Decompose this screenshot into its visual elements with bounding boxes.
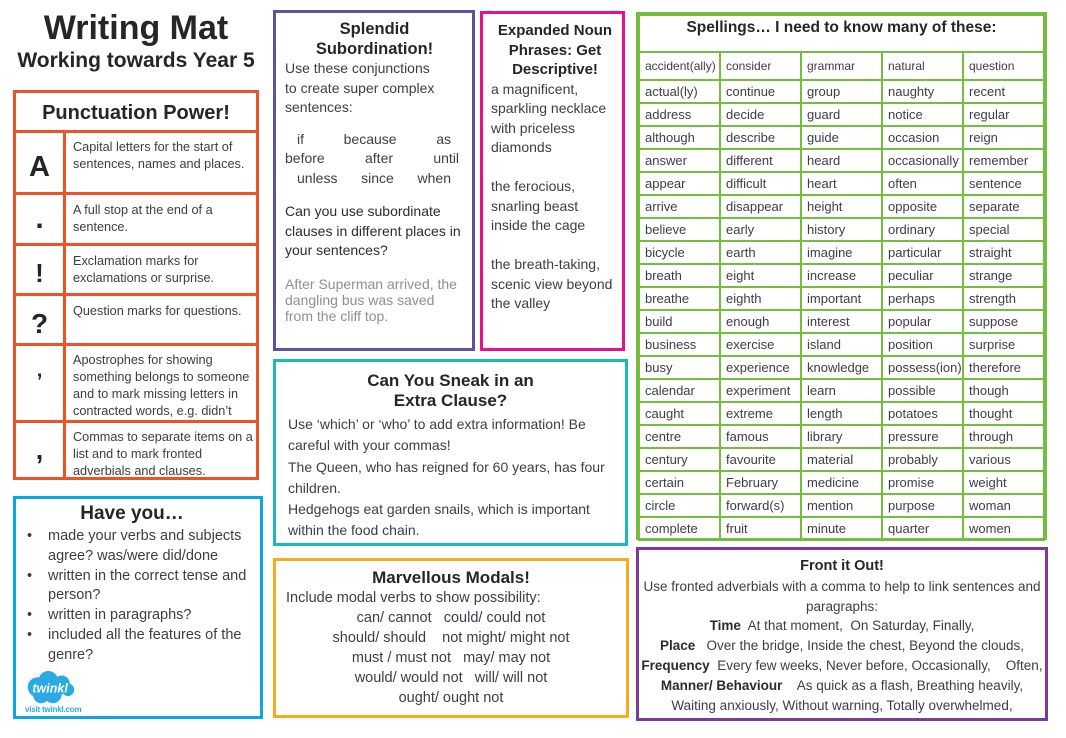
svg-text:twinkl: twinkl bbox=[32, 681, 68, 695]
